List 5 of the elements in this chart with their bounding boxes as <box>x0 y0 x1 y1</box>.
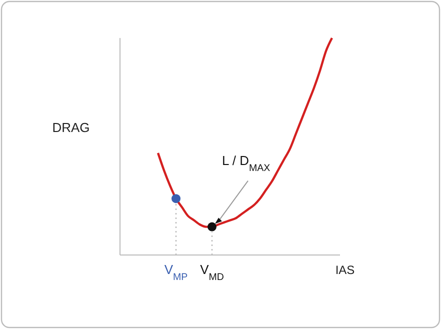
x-axis-title: IAS <box>335 263 355 277</box>
x-tick-label: V$_{MP}$ <box>164 262 188 282</box>
x-tick-label: V$_{MD}$ <box>200 262 224 282</box>
annotation: L / D$_{MAX}$ <box>222 152 271 174</box>
text: DRAG <box>52 120 90 135</box>
